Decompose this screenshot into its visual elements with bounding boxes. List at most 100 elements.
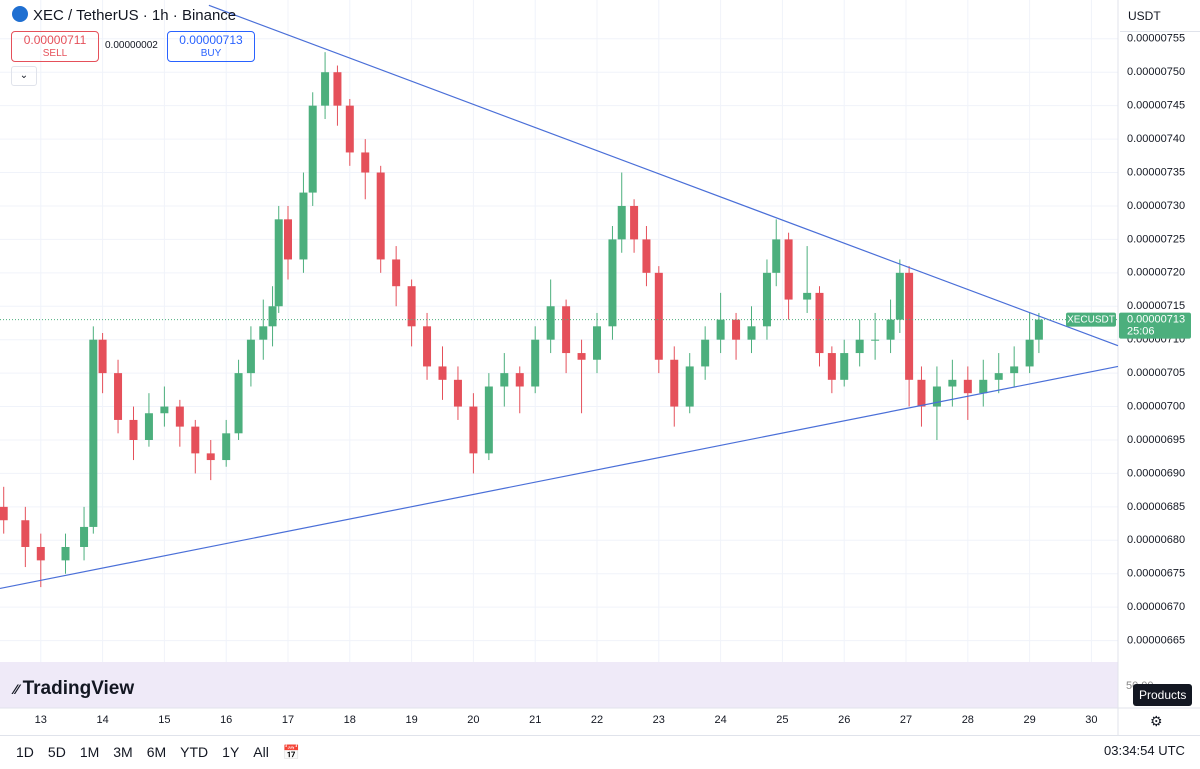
candle-body bbox=[222, 433, 231, 461]
symbol-label: XECUSDT bbox=[1067, 314, 1115, 325]
candle-body bbox=[268, 306, 277, 327]
range-button[interactable]: All bbox=[253, 744, 269, 760]
last-price-box bbox=[1119, 312, 1191, 339]
candle-body bbox=[546, 306, 555, 340]
x-tick-label: 27 bbox=[900, 714, 912, 726]
x-tick-label: 29 bbox=[1023, 714, 1035, 726]
date-range-icon[interactable]: 📅 bbox=[282, 744, 301, 760]
candle-body bbox=[963, 379, 972, 394]
range-button[interactable]: 1D bbox=[16, 744, 34, 760]
candle-body bbox=[299, 192, 308, 260]
candle-body bbox=[1025, 339, 1034, 367]
range-button[interactable]: 5D bbox=[47, 744, 66, 760]
candle-body bbox=[160, 406, 169, 414]
candle-body bbox=[308, 105, 317, 193]
candle-body bbox=[36, 546, 45, 561]
collapse-button[interactable]: ⌄ bbox=[11, 66, 37, 86]
y-tick-label: 0.00000670 bbox=[1127, 601, 1185, 613]
candle-body bbox=[642, 239, 651, 273]
x-tick-label: 19 bbox=[405, 714, 417, 726]
candle-body bbox=[515, 373, 524, 387]
range-button[interactable]: 1M bbox=[79, 744, 100, 760]
candle-body bbox=[562, 306, 571, 354]
candle-body bbox=[89, 339, 98, 527]
x-tick-label: 28 bbox=[962, 714, 974, 726]
x-tick-label: 24 bbox=[714, 714, 726, 726]
candle-body bbox=[98, 339, 107, 374]
candle-body bbox=[670, 359, 679, 407]
x-tick-label: 25 bbox=[776, 714, 788, 726]
candle-body bbox=[701, 339, 710, 367]
candle-body bbox=[191, 426, 200, 454]
candle-body bbox=[886, 319, 895, 340]
y-tick-label: 0.00000755 bbox=[1127, 33, 1185, 45]
buy-button[interactable]: 0.00000713 BUY bbox=[167, 31, 255, 62]
settings-icon[interactable]: ⚙ bbox=[1150, 713, 1163, 729]
candle-body bbox=[283, 219, 292, 260]
candle-body bbox=[531, 339, 540, 387]
y-tick-label: 0.00000690 bbox=[1127, 467, 1185, 479]
candle-body bbox=[345, 105, 354, 153]
candle-body bbox=[234, 373, 243, 434]
logo-text: TradingView bbox=[22, 678, 135, 699]
clock: 03:34:54 UTC bbox=[1104, 743, 1185, 758]
candle-body bbox=[871, 339, 880, 341]
candle-body bbox=[827, 353, 836, 380]
candle-body bbox=[747, 326, 756, 340]
symbol-box bbox=[1066, 312, 1116, 327]
candle-body bbox=[438, 366, 447, 380]
products-tooltip[interactable]: Products bbox=[1133, 684, 1193, 706]
candle-body bbox=[175, 406, 184, 427]
toolbar: 1D 5D 1M 3M 6M YTD 1Y All 📅 bbox=[0, 735, 1200, 768]
x-tick-label: 14 bbox=[96, 714, 108, 726]
candle-body bbox=[333, 72, 342, 106]
y-tick-label: 0.00000665 bbox=[1127, 635, 1185, 647]
range-button[interactable]: 3M bbox=[113, 744, 133, 760]
range-button[interactable]: 6M bbox=[146, 744, 167, 760]
y-tick-label: 0.00000725 bbox=[1127, 233, 1185, 245]
sell-button[interactable]: 0.00000711 SELL bbox=[11, 31, 99, 62]
candle-body bbox=[577, 353, 586, 360]
y-tick-label: 0.00000715 bbox=[1127, 300, 1185, 312]
candle-body bbox=[855, 339, 864, 354]
x-tick-label: 15 bbox=[158, 714, 170, 726]
currency-selector[interactable]: USDT bbox=[1120, 0, 1200, 32]
candle-body bbox=[948, 379, 957, 387]
candle-body bbox=[840, 353, 849, 380]
candle-body bbox=[803, 292, 812, 300]
candle-body bbox=[321, 72, 330, 106]
candle-body bbox=[500, 373, 509, 387]
symbol-title[interactable]: XEC / TetherUS · 1h · Binance bbox=[33, 7, 237, 24]
x-tick-label: 26 bbox=[838, 714, 850, 726]
candle-body bbox=[716, 319, 725, 340]
candle-body bbox=[979, 379, 988, 394]
candle-body bbox=[114, 373, 123, 420]
x-tick-label: 23 bbox=[653, 714, 665, 726]
y-tick-label: 0.00000675 bbox=[1127, 568, 1185, 580]
y-tick-label: 0.00000735 bbox=[1127, 166, 1185, 178]
range-button[interactable]: YTD bbox=[180, 744, 209, 760]
candle-body bbox=[905, 272, 914, 380]
candle-body bbox=[129, 419, 138, 440]
y-tick-label: 0.00000685 bbox=[1127, 501, 1185, 513]
candle-body bbox=[423, 326, 432, 367]
rsi-pane bbox=[0, 662, 1118, 708]
x-tick-label: 18 bbox=[344, 714, 356, 726]
candle-body bbox=[815, 292, 824, 354]
candle-body bbox=[376, 172, 385, 260]
candle-body bbox=[1010, 366, 1019, 374]
candle-body bbox=[361, 152, 370, 173]
y-tick-label: 0.00000700 bbox=[1127, 400, 1185, 412]
y-tick-label: 0.00000720 bbox=[1127, 267, 1185, 279]
candle-body bbox=[617, 205, 626, 240]
x-tick-label: 16 bbox=[220, 714, 232, 726]
symbol-icon bbox=[12, 6, 28, 22]
range-button[interactable]: 1Y bbox=[222, 744, 240, 760]
y-tick-label: 0.00000730 bbox=[1127, 200, 1185, 212]
x-tick-label: 21 bbox=[529, 714, 541, 726]
candle-body bbox=[608, 239, 617, 327]
logo: ⁄⁄ TradingView bbox=[14, 678, 135, 699]
candle-body bbox=[917, 379, 926, 407]
candle-body bbox=[392, 259, 401, 287]
